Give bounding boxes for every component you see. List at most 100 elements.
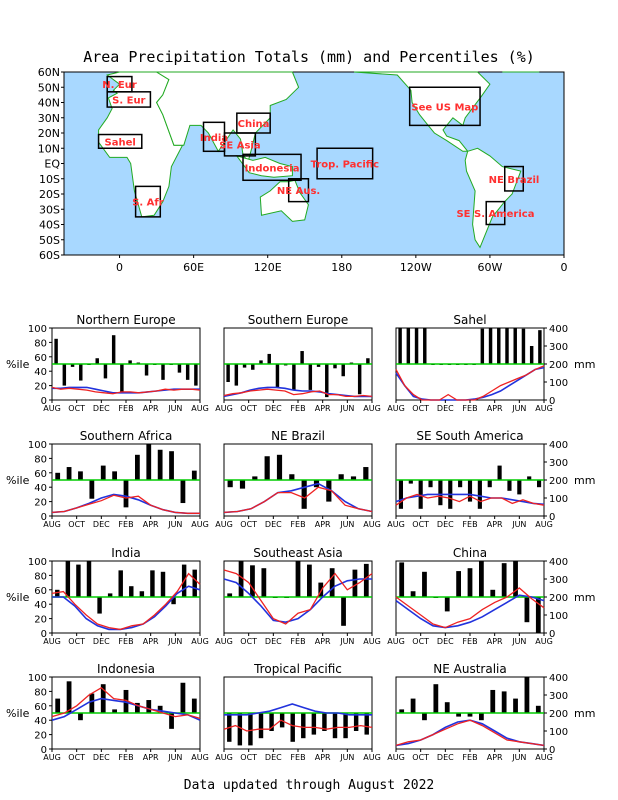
percentile-bar [490,689,496,713]
x-tick-label: FEB [462,404,477,413]
region-box-label: India [200,133,228,144]
y-tick-label-right: 400 [549,324,568,335]
percentile-bar [524,677,530,713]
y-tick-label-right: 200 [549,476,568,487]
percentile-bar [269,713,274,731]
region-box-label: NE Brazil [489,175,540,186]
panel-title: Northern Europe [76,313,175,327]
y-tick-label-right: 200 [549,593,568,604]
y-tick-label-left: 80 [34,454,47,465]
map-axes: 60N 50N 40N 30N 20N 10N EQ 10S 20S 30S 40S 50S 60S 0 6… [38,66,568,274]
percentile-bar [308,364,313,390]
percentile-bar [524,597,530,623]
map-lat-label: 50S [39,234,60,247]
percentile-bar [398,328,402,364]
percentile-bar [62,364,67,386]
x-tick-label: FEB [118,404,133,413]
y-tick-label-left: 60 [34,586,47,597]
percentile-bar [70,364,75,367]
percentile-bar [89,480,95,499]
y-tick-label-right: 100 [549,378,568,389]
region-box-label: SE Asia [219,140,260,151]
percentile-bar [418,480,423,509]
normal-total-line [223,386,372,398]
percentile-bar [86,561,92,597]
percentile-bar [134,702,140,713]
x-tick-label: AUG [387,520,405,529]
x-tick-label: APR [487,753,503,762]
percentile-bar [521,328,526,364]
map-lat-label: 20S [39,188,60,201]
percentile-bar [352,569,358,597]
region-box-label: China [238,119,270,130]
x-tick-label: DEC [265,753,282,762]
y-tick-label-right: 200 [549,360,568,371]
y-tick-label-left: 20 [34,498,47,509]
map-landmasses [98,71,540,249]
percentile-bar [535,705,541,713]
percentile-bar [78,471,83,480]
x-tick-label: FEB [118,753,133,762]
percentile-bar [65,561,71,597]
percentile-bar [480,328,485,364]
left-axis-label: %ile [6,358,30,371]
x-tick-label: FEB [118,637,133,646]
percentile-bar [357,364,362,395]
region-box-label: S. Afr [132,198,164,209]
panel-tropical-pacific: Tropical Pacific AUG OCT DEC FEB APR JUN AUG [215,662,381,762]
percentile-bar [311,713,317,735]
percentile-bar [226,364,230,382]
percentile-bar [264,456,270,480]
percentile-bar [194,364,198,386]
y-tick-label-left: 100 [28,324,47,335]
panel-title: Sahel [453,313,486,327]
x-tick-label: OCT [412,520,429,529]
panel-title: NE Australia [433,662,506,676]
observed-total-line [51,572,201,631]
normal-total-line [224,703,372,716]
percentile-bar [289,474,295,480]
x-tick-label: OCT [412,753,429,762]
y-tick-label-right: 400 [549,557,568,568]
panel-southern-europe: Southern Europe AUG OCT DEC FEB APR JUN AUG [215,313,381,413]
percentile-bar [157,705,163,713]
percentile-bar [160,571,166,597]
land-south-america [464,147,522,249]
normal-total-line [52,386,200,394]
y-tick-label-left: 60 [34,353,47,364]
percentile-bar [444,702,450,713]
x-tick-label: APR [315,404,331,413]
percentile-bar [169,451,174,480]
x-tick-label: APR [143,520,159,529]
x-tick-label: OCT [68,520,85,529]
observed-total-line [223,388,373,398]
percentile-bar [251,364,255,370]
percentile-bar [55,472,61,480]
percentile-bar [341,597,346,626]
percentile-bar [422,571,427,597]
percentile-bar [146,444,152,480]
percentile-bar [536,480,542,488]
x-tick-label: AUG [535,753,553,762]
panel-title: China [453,546,487,560]
y-tick-label-left: 100 [28,440,47,451]
y-tick-label-right: 300 [549,575,568,586]
percentile-bar [227,480,233,488]
x-tick-label: AUG [387,404,405,413]
x-tick-label: APR [487,404,503,413]
land-north-america [354,71,491,152]
percentile-bar [458,480,463,488]
panel-title: Southeast Asia [253,546,343,560]
figure-title: Area Precipitation Totals (mm) and Perce… [83,48,535,66]
percentile-bar [112,709,118,713]
y-tick-label-right: 400 [549,440,568,451]
map-lon-label: 120W [400,261,432,274]
percentile-bar [78,713,83,721]
map-lat-label: 30S [39,203,60,216]
percentile-bar [252,476,258,480]
percentile-bar [112,471,118,480]
y-tick-label-right: 100 [549,494,568,505]
map-lat-label: 10S [39,173,60,186]
map-lon-label: 60W [477,261,502,274]
